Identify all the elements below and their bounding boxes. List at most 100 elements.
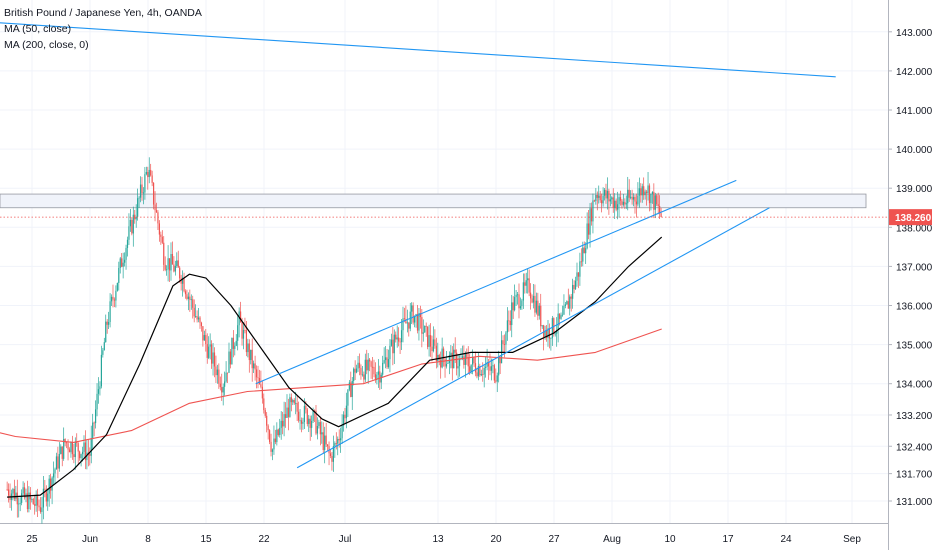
- candle-up: [228, 351, 230, 373]
- candle-up: [453, 349, 455, 369]
- candle-down: [489, 366, 491, 371]
- candle-down: [374, 374, 377, 380]
- x-tick-label: Sep: [843, 534, 861, 545]
- candle-down: [416, 314, 419, 331]
- candle-down: [306, 409, 308, 424]
- x-tick-label: 27: [548, 534, 560, 545]
- ma200-line: [0, 328, 662, 443]
- candle-down: [36, 494, 39, 506]
- candle-up: [337, 438, 339, 444]
- candle-up: [292, 400, 294, 403]
- candle-up: [450, 352, 452, 356]
- candle-down: [76, 442, 78, 444]
- candle-down: [84, 442, 87, 461]
- candle-up: [74, 442, 76, 458]
- candle-down: [34, 504, 36, 506]
- candle-down: [277, 429, 279, 435]
- candle-down: [134, 214, 136, 220]
- candle-up: [598, 195, 600, 198]
- candle-up: [572, 284, 574, 299]
- candle-up: [367, 359, 369, 371]
- candle-up: [242, 329, 245, 339]
- candle-up: [99, 386, 101, 390]
- candle-up: [406, 322, 408, 324]
- candle-down: [264, 410, 266, 416]
- candle-down: [313, 410, 316, 412]
- candle-down: [282, 420, 284, 427]
- candle-up: [108, 321, 110, 325]
- candle-up: [522, 282, 524, 301]
- plot-area[interactable]: [0, 0, 888, 523]
- candle-down: [274, 438, 276, 443]
- candle-down: [605, 189, 607, 199]
- candle-up: [203, 335, 205, 341]
- candle-up: [566, 301, 568, 305]
- candle-down: [200, 322, 203, 327]
- candle-up: [19, 502, 21, 504]
- candle-up: [48, 478, 50, 494]
- candle-up: [250, 349, 252, 361]
- candle-up: [54, 469, 56, 474]
- candle-up: [458, 358, 461, 367]
- candle-up: [235, 340, 237, 346]
- candle-up: [166, 269, 168, 271]
- candle-down: [487, 362, 490, 367]
- trendline[interactable]: [255, 179, 737, 385]
- resistance-zone[interactable]: [0, 193, 867, 209]
- candle-down: [189, 296, 191, 300]
- candle-down: [631, 196, 633, 200]
- candle-up: [632, 196, 635, 200]
- candle-up: [195, 316, 197, 317]
- candle-down: [399, 341, 401, 343]
- candle-down: [512, 302, 514, 311]
- candle-up: [276, 429, 278, 443]
- candle-up: [654, 195, 656, 210]
- x-tick-label: 13: [432, 534, 444, 545]
- candle-down: [13, 488, 15, 499]
- candle-up: [647, 185, 649, 194]
- candle-down: [518, 294, 520, 309]
- candle-down: [431, 346, 433, 352]
- candle-down: [23, 487, 26, 498]
- candle-down: [287, 407, 290, 417]
- candle-up: [561, 314, 564, 316]
- candle-down: [366, 359, 368, 371]
- candle-up: [148, 169, 150, 178]
- candle-down: [363, 374, 365, 380]
- candle-down: [154, 204, 156, 211]
- candle-down: [537, 300, 539, 316]
- candle-up: [357, 362, 359, 369]
- candle-up: [470, 364, 472, 372]
- candle-up: [125, 247, 127, 260]
- trendline[interactable]: [296, 207, 770, 469]
- candle-up: [576, 272, 578, 281]
- candle-down: [499, 357, 501, 364]
- candle-up: [167, 258, 169, 270]
- candle-up: [342, 414, 345, 426]
- candle-down: [141, 184, 143, 193]
- candle-up: [15, 492, 17, 499]
- candle-up: [500, 340, 503, 364]
- candle-down: [315, 410, 317, 434]
- candle-down: [640, 188, 642, 196]
- candle-down: [300, 420, 303, 424]
- trendline[interactable]: [0, 20, 836, 78]
- candle-up: [340, 438, 342, 441]
- candle-up: [377, 371, 379, 375]
- candle-down: [408, 322, 410, 329]
- candle-down: [241, 322, 243, 339]
- candle-down: [371, 366, 374, 368]
- candle-down: [660, 213, 662, 217]
- x-tick-label: Aug: [603, 534, 621, 545]
- candle-down: [434, 339, 436, 346]
- candle-down: [39, 507, 42, 512]
- candle-up: [535, 300, 537, 313]
- candle-down: [322, 432, 324, 451]
- candle-down: [290, 397, 292, 403]
- candle-down: [121, 258, 123, 267]
- candle-down: [199, 317, 201, 323]
- y-tick-label: 132.400: [896, 442, 932, 453]
- candle-up: [109, 301, 111, 322]
